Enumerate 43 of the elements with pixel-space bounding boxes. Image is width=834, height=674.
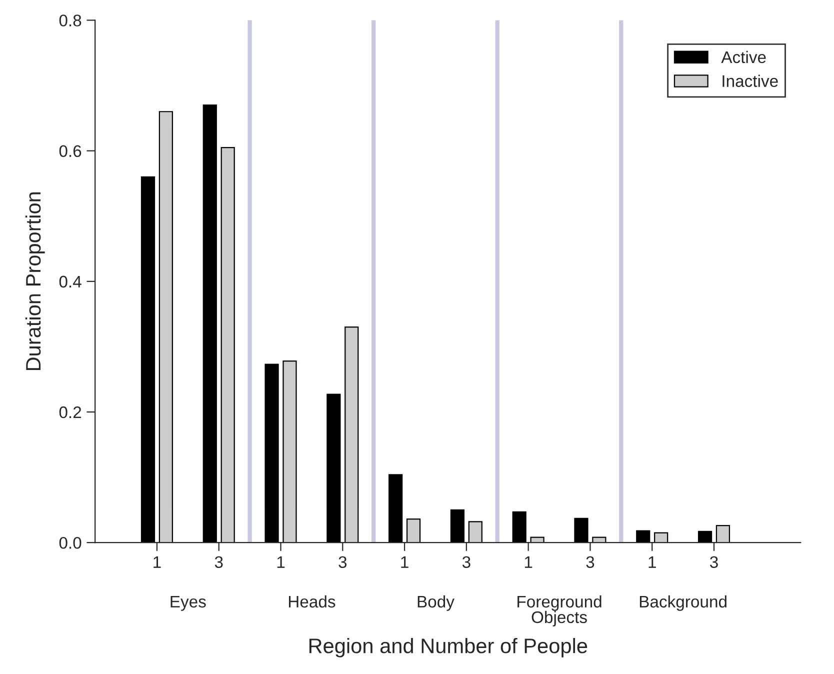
x-tick-label: 1: [154, 556, 161, 568]
x-tick-label: 3: [214, 556, 223, 568]
legend-label: Inactive: [722, 74, 778, 87]
bar: [468, 521, 482, 543]
bar: [512, 511, 526, 543]
bar: [140, 176, 156, 543]
bar: [202, 104, 217, 543]
bar: [388, 474, 403, 543]
bar: [344, 326, 359, 543]
bar: [636, 530, 650, 543]
bar: [698, 530, 712, 543]
x-tick-label: 3: [462, 556, 470, 568]
x-tick-label: 3: [586, 556, 594, 568]
y-tick-label: 0.0: [59, 536, 82, 549]
y-axis-title: Duration Proportion: [25, 192, 45, 370]
bar: [654, 532, 668, 543]
bar: [158, 111, 173, 543]
bar: [716, 525, 730, 543]
x-tick-label: 1: [648, 556, 656, 568]
x-tick-label: 3: [710, 556, 718, 568]
bar: [530, 536, 544, 543]
y-tick-label: 0.6: [59, 145, 82, 158]
bar: [264, 364, 279, 543]
x-tick-label: 1: [277, 556, 285, 568]
bar: [282, 360, 297, 543]
text: Body: [418, 595, 454, 611]
x-tick-label: 1: [524, 556, 532, 568]
text: Heads: [288, 595, 336, 608]
text: Background: [640, 595, 726, 611]
x-tick-label: 3: [338, 556, 347, 568]
bar: [450, 509, 465, 543]
y-tick-label: 0.2: [59, 406, 82, 418]
text: Eyes: [170, 596, 206, 611]
y-tick-label: 0.4: [59, 276, 82, 288]
bar: [406, 518, 421, 543]
x-axis-title: Region and Number of People: [309, 638, 588, 658]
bar: [326, 394, 341, 543]
bar: [574, 518, 588, 543]
y-tick-label: 0.8: [59, 14, 82, 26]
text: Foreground Objects: [518, 595, 602, 626]
bar: [220, 146, 235, 543]
legend-label: Active: [721, 50, 766, 64]
x-tick-label: 1: [401, 556, 408, 568]
